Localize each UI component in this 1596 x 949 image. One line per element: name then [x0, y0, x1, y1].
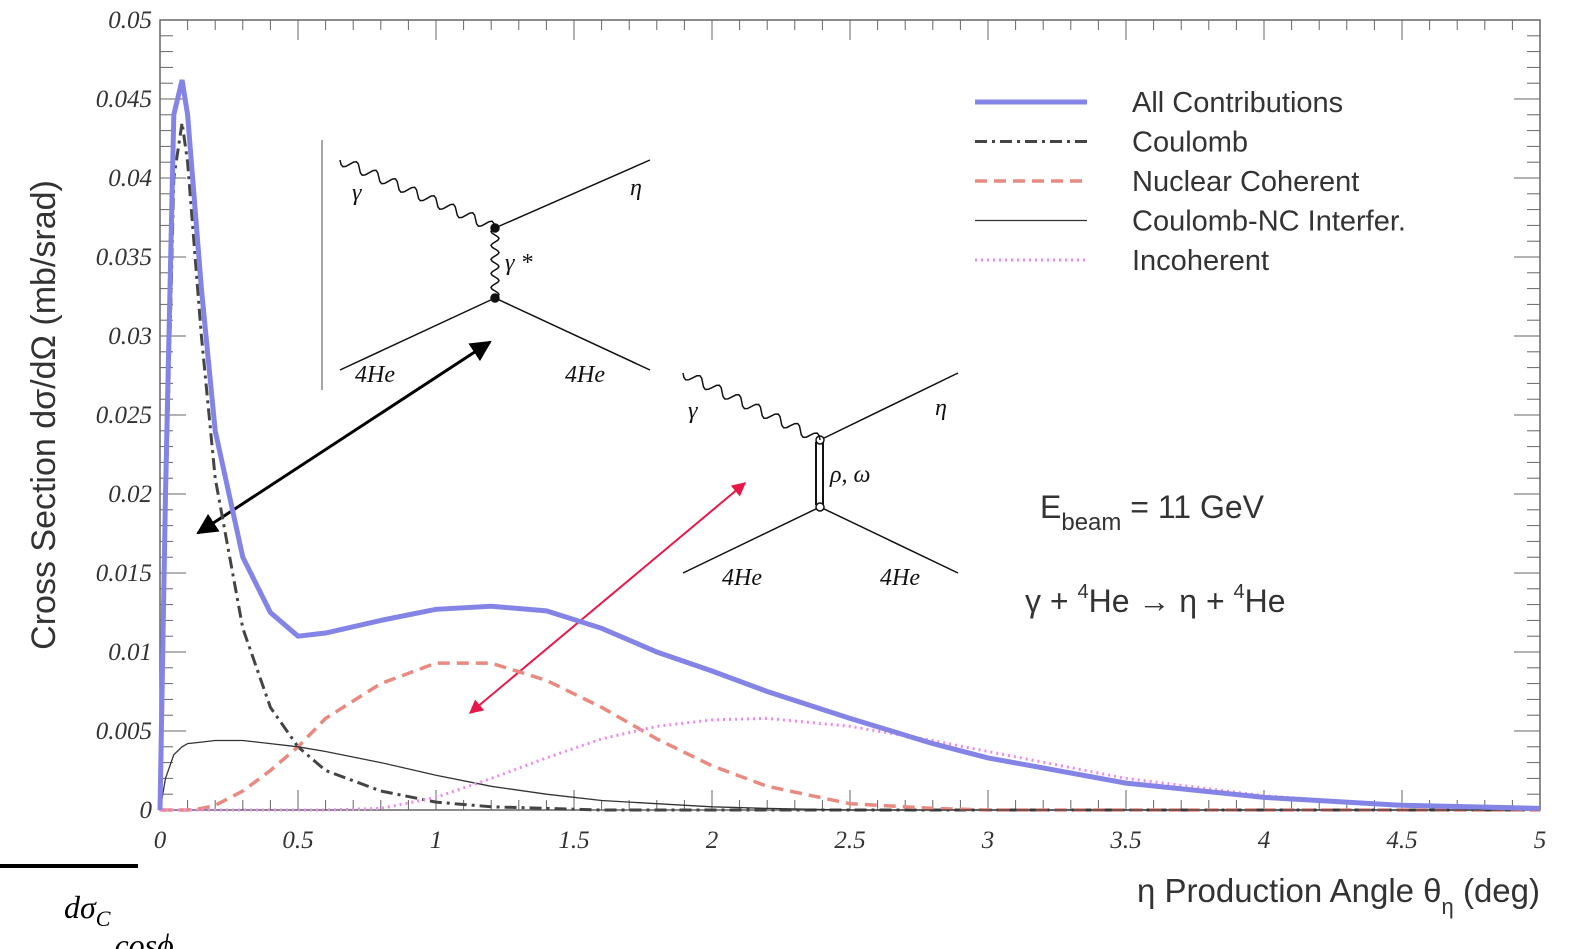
diagram-label: η — [935, 395, 947, 421]
arrow-nuclear — [468, 482, 747, 714]
diagram-label: γ — [352, 180, 362, 206]
x-label-sub: η — [1442, 894, 1454, 919]
series-line — [158, 122, 1540, 812]
x-tick-label: 5 — [1534, 827, 1547, 854]
diagram-label: η — [630, 175, 642, 201]
diagram-label: 4He — [355, 362, 395, 388]
x-tick-label: 1 — [430, 827, 443, 854]
x-label-rest: (deg) — [1454, 872, 1540, 909]
x-axis-label: η Production Angle θη (deg) — [1137, 872, 1540, 919]
series-line — [157, 79, 1541, 811]
series-line — [159, 739, 1540, 811]
y-tick-label: 0.035 — [96, 244, 152, 271]
plot-frame — [159, 19, 1541, 811]
x-label-main: η Production Angle θ — [1137, 872, 1442, 909]
reaction-label: γ + 4He → η + 4He — [1025, 581, 1286, 619]
legend-label: Coulomb-NC Interfer. — [1132, 206, 1406, 238]
y-tick-label: 0.04 — [108, 165, 152, 192]
he-line — [819, 506, 959, 574]
reaction-part: 4 — [1234, 581, 1245, 603]
reaction-part: He → η + — [1089, 583, 1234, 619]
formula-main: dσ — [64, 889, 97, 925]
eta-line — [819, 372, 959, 441]
y-tick-label: 0.045 — [96, 86, 152, 113]
he-line — [494, 297, 651, 371]
reaction-part: 4 — [1077, 581, 1088, 603]
x-tick-label: 0 — [154, 827, 167, 854]
x-tick-label: 0.5 — [282, 827, 313, 854]
y-axis-label: Cross Section dσ/dΩ (mb/srad) — [25, 180, 63, 650]
x-tick-label: 2.5 — [834, 827, 865, 854]
series-line — [160, 661, 1540, 812]
diagram-label: 4He — [880, 565, 920, 591]
arrow-coulomb — [196, 340, 492, 535]
energy-sub: beam — [1061, 509, 1121, 536]
diagram-label: 4He — [565, 362, 605, 388]
photon-line — [339, 159, 496, 229]
reaction-part: γ + — [1025, 583, 1077, 619]
he-line — [339, 297, 496, 371]
diagram-label: 4He — [722, 565, 762, 591]
energy-label: Ebeam = 11 GeV — [1040, 489, 1265, 536]
photon-line — [490, 227, 500, 299]
feynman-diagrams — [321, 140, 959, 574]
x-tick-label: 2 — [706, 827, 719, 854]
y-tick-label: 0.05 — [108, 7, 152, 34]
diagram-label: γ * — [505, 250, 532, 276]
y-tick-label: 0.02 — [108, 481, 152, 508]
x-tick-label: 4 — [1258, 827, 1271, 854]
photon-line — [682, 372, 821, 441]
vertex — [815, 502, 825, 512]
formula-rest: cosϕ — [114, 927, 173, 949]
diagram-label: γ — [688, 398, 698, 424]
y-tick-label: 0.03 — [108, 323, 152, 350]
y-tick-label: 0.01 — [108, 639, 152, 666]
diagram-label: ρ, ω — [829, 462, 870, 488]
legend-label: All Contributions — [1132, 87, 1343, 119]
y-tick-label: 0.005 — [96, 718, 152, 745]
legend-label: Coulomb — [1132, 127, 1248, 159]
he-line — [682, 506, 821, 574]
formula-fragment: dσCcosϕ — [64, 889, 174, 949]
x-tick-label: 1.5 — [558, 827, 589, 854]
series-line — [160, 716, 1541, 812]
formula-sub: C — [96, 906, 111, 931]
x-tick-label: 3.5 — [1109, 827, 1141, 854]
y-tick-label: 0.025 — [96, 402, 152, 429]
energy-main: E — [1040, 489, 1061, 525]
legend-label: Nuclear Coherent — [1132, 166, 1359, 198]
x-tick-label: 3 — [981, 827, 995, 854]
y-tick-label: 0.015 — [96, 560, 152, 587]
x-tick-label: 4.5 — [1386, 827, 1417, 854]
legend-label: Incoherent — [1132, 245, 1269, 277]
reaction-part: He — [1245, 583, 1286, 619]
eta-line — [494, 159, 651, 229]
y-tick-label: 0 — [140, 797, 153, 824]
energy-rest: = 11 GeV — [1121, 489, 1264, 525]
